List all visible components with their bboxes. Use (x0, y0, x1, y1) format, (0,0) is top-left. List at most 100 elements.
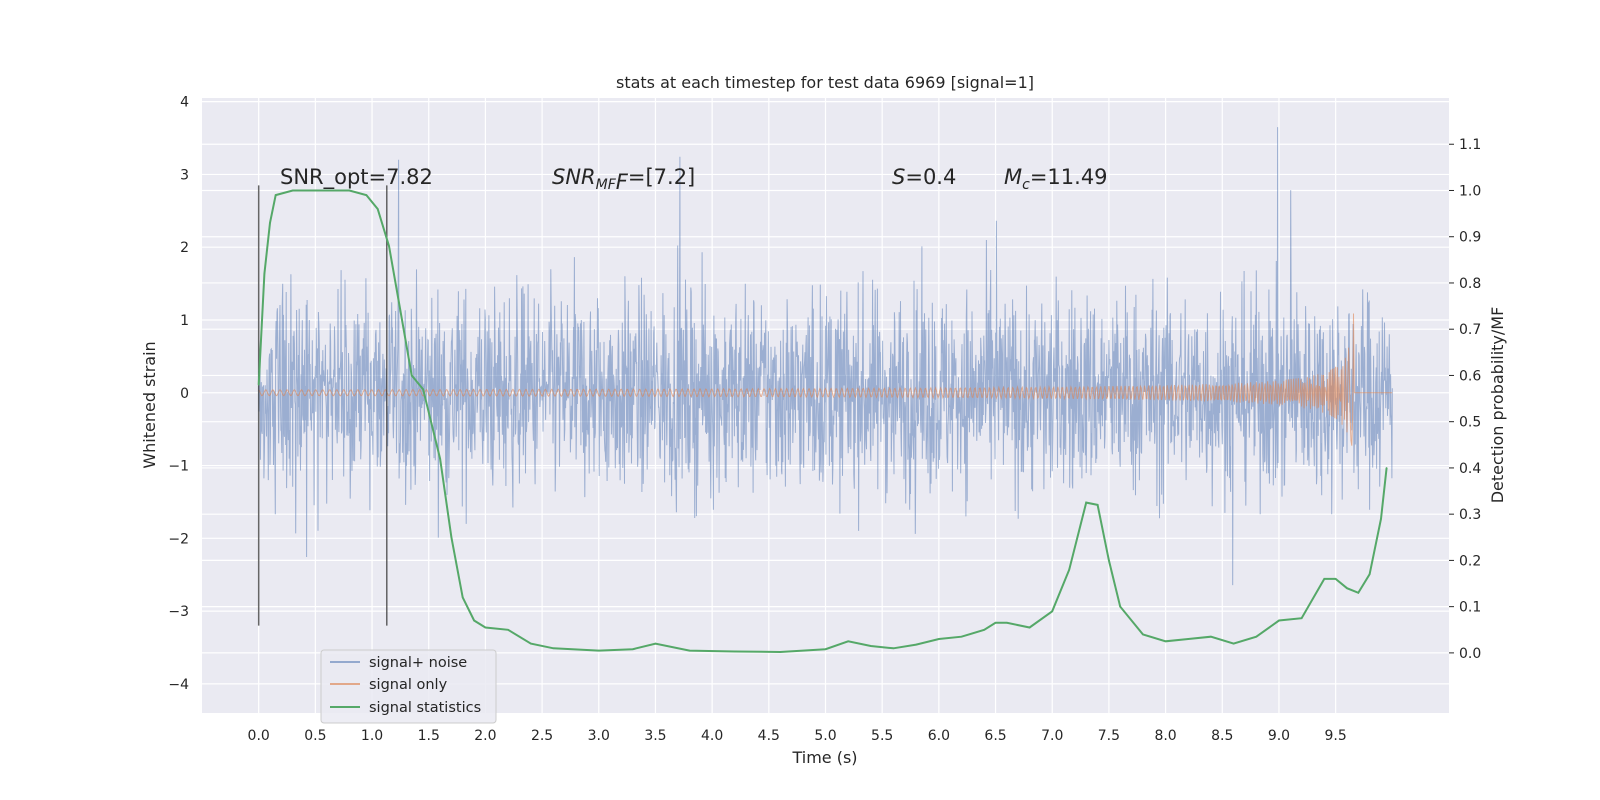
y-left-tick-label: 1 (180, 313, 189, 329)
signal-statistics-point (1232, 642, 1235, 645)
signal-statistics-point (439, 457, 441, 460)
signal-statistics-point (399, 309, 402, 312)
signal-only-line (258, 313, 1393, 446)
signal-statistics-point (734, 650, 736, 653)
legend-label-signal-statistics: signal statistics (369, 700, 481, 716)
signal-statistics-point (365, 194, 368, 196)
signal-statistics-point (1119, 605, 1121, 608)
signal-statistics-series (257, 189, 1388, 654)
signal-statistics-point (388, 245, 390, 247)
signal-statistics-point (1051, 610, 1053, 613)
x-tick-label: 0.5 (304, 728, 326, 744)
y-left-tick-label: −1 (168, 459, 189, 475)
signal-statistics-point (1380, 518, 1382, 520)
y-right-tick-label: 0.0 (1459, 646, 1481, 662)
signal-statistics-point (1368, 573, 1371, 576)
signal-statistics-point (314, 189, 317, 192)
annotation-mc-main: M (1004, 165, 1022, 189)
annotation-snr-mf-main: SNR (552, 165, 596, 189)
x-tick-label: 3.5 (644, 728, 666, 744)
signal-statistics-point (1210, 635, 1212, 638)
legend: signal+ noise signal only signal statist… (320, 649, 497, 724)
y-right-tick-label: 0.8 (1459, 276, 1481, 292)
signal-statistics-point (1068, 568, 1070, 571)
signal-statistics-point (473, 619, 475, 622)
y-right-tick-label: 1.0 (1459, 183, 1481, 199)
signal-statistics-point (1142, 633, 1144, 636)
x-tick-label: 7.0 (1041, 728, 1063, 744)
legend-box (320, 649, 497, 724)
signal-statistics-point (376, 208, 379, 210)
y-right-tick-label: 1.1 (1459, 137, 1481, 153)
x-tick-label: 6.5 (984, 728, 1006, 744)
signal-statistics-point (552, 647, 555, 650)
signal-statistics-point (348, 189, 351, 192)
signal-statistics-point (688, 649, 691, 652)
signal-statistics-point (1164, 640, 1167, 643)
signal-statistics-point (422, 388, 424, 391)
y-left-tick-label: 0 (180, 386, 189, 402)
y-right-tick-label: 0.3 (1459, 507, 1481, 523)
signal-statistics-point (994, 622, 997, 624)
signal-statistics-point (257, 383, 260, 386)
y-left-tick-label: 3 (180, 167, 189, 183)
axis-ticks: 0.0 0.5 1.0 1.5 2.0 2.5 3.0 3.5 4.0 4.5 5.0 5.5 6.0 6… (168, 95, 1481, 744)
annotation-s-value: =0.4 (905, 165, 956, 189)
signal-statistics-point (938, 638, 940, 640)
signal-statistics-point (598, 649, 600, 652)
x-tick-label: 3.0 (588, 728, 610, 744)
signal-statistics-point (1096, 504, 1099, 506)
signal-statistics-point (1006, 622, 1008, 624)
signal-statistics-point (291, 189, 294, 192)
signal-statistics-point (1278, 619, 1280, 622)
signal-statistics-point (269, 222, 271, 224)
y-right-tick-label: 0.2 (1459, 553, 1481, 569)
signal-statistics-point (1323, 578, 1326, 580)
legend-label-signal-noise: signal+ noise (369, 655, 467, 671)
y-left-tick-label: −2 (168, 531, 189, 547)
x-tick-label: 4.0 (701, 728, 723, 744)
annotation-snr-opt: SNR_opt=7.82 (280, 165, 433, 190)
signal-statistics-point (450, 536, 453, 539)
annotation-mc-sub: c (1022, 177, 1030, 193)
annotation-snr-mf: SNRMFF=[7.2] (552, 165, 695, 194)
x-tick-label: 2.5 (531, 728, 553, 744)
signal-statistics-point (960, 635, 963, 638)
signal-noise-line (258, 127, 1393, 586)
y-right-tick-label: 0.1 (1459, 600, 1481, 616)
signal-statistics-point (870, 645, 872, 647)
signal-statistics-point (263, 272, 266, 275)
x-tick-label: 9.5 (1325, 728, 1347, 744)
signal-statistics-point (824, 648, 827, 650)
signal-statistics-point (654, 642, 657, 645)
signal-statistics-point (1255, 635, 1258, 638)
annotations: SNR_opt=7.82 SNRMFF=[7.2] S=0.4 Mc=11.49 (280, 165, 1108, 194)
y-right-tick-label: 0.9 (1459, 230, 1481, 246)
signal-statistics-point (1357, 592, 1360, 594)
marker-vertical-lines (257, 185, 388, 626)
x-tick-label: 8.5 (1211, 728, 1233, 744)
signal-statistics-point (779, 651, 781, 653)
x-tick-label: 5.0 (814, 728, 836, 744)
signal-statistics-point (847, 640, 849, 643)
y-right-tick-label: 0.5 (1459, 415, 1481, 431)
annotation-mc-value: =11.49 (1030, 165, 1108, 189)
x-tick-label: 2.0 (474, 728, 496, 744)
x-axis-label: Time (s) (791, 748, 857, 767)
signal-statistics-point (1334, 578, 1337, 580)
signal-statistics-point (892, 647, 895, 650)
signal-statistics-point (983, 629, 985, 631)
x-tick-label: 0.0 (248, 728, 270, 744)
x-tick-label: 6.0 (928, 728, 950, 744)
legend-label-signal-only: signal only (369, 677, 448, 693)
y-right-tick-label: 0.6 (1459, 368, 1481, 384)
x-tick-label: 5.5 (871, 728, 893, 744)
chart-title: stats at each timestep for test data 696… (616, 73, 1034, 92)
signal-statistics-point (484, 626, 487, 629)
annotation-snr-mf-value: =[7.2] (628, 165, 695, 189)
x-tick-label: 4.5 (758, 728, 780, 744)
y-right-tick-label: 0.7 (1459, 322, 1481, 338)
x-tick-label: 9.0 (1268, 728, 1290, 744)
x-tick-label: 8.0 (1154, 728, 1176, 744)
signal-statistics-point (530, 642, 532, 645)
